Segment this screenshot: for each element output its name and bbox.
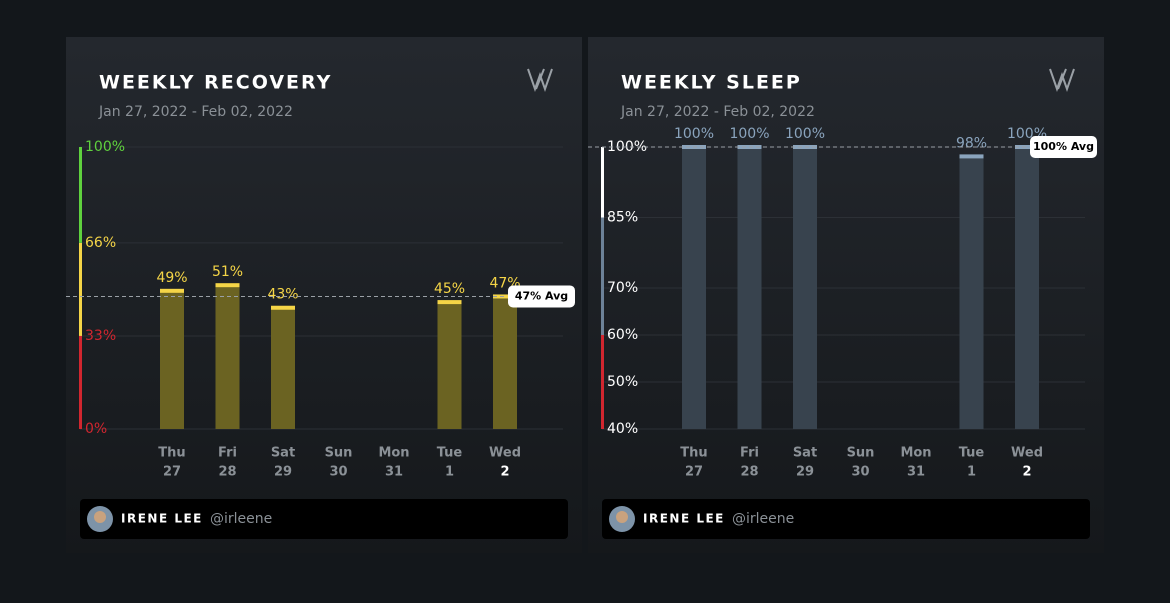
x-tick-date: 1 [967,465,976,480]
x-tick-label: Fri [218,446,237,461]
value-label: 49% [156,270,187,286]
x-tick-date: 31 [907,465,925,480]
value-label: 100% [729,126,769,142]
user-bar [602,499,1090,539]
axis-band [79,242,82,336]
x-tick-date: 30 [329,465,347,480]
x-tick-date: 29 [796,465,814,480]
logo [527,68,553,92]
x-tick-date: 1 [445,465,454,480]
avatar-face [94,511,106,523]
card-subtitle: Jan 27, 2022 - Feb 02, 2022 [620,104,815,120]
avg-box [508,285,575,308]
value-label: 45% [434,281,465,297]
user-handle: @irleene [732,511,794,527]
avatar-face [616,511,628,523]
bar [493,296,517,429]
axis-band [601,147,604,218]
x-tick-date: 30 [851,465,869,480]
axis-band [79,147,82,243]
x-tick-date: 2 [500,465,509,480]
x-tick-label: Wed [489,446,521,461]
x-tick-label: Sun [325,446,353,461]
bar-cap [493,294,517,299]
x-tick-label: Fri [740,446,759,461]
bar [437,302,462,429]
axis-band [601,335,604,429]
bar-cap [271,305,295,310]
bar [215,285,240,429]
bar [959,156,984,429]
user-bar [80,499,568,539]
axis-band [79,335,82,429]
y-tick-label: 85% [607,210,638,226]
x-tick-label: Mon [378,446,409,461]
y-tick-label: 70% [607,280,638,296]
value-label: 100% [674,126,714,142]
value-label: 51% [212,264,243,280]
bar [1015,147,1039,429]
y-tick-label: 50% [607,374,638,390]
user-name: IRENE LEE [643,512,725,526]
y-tick-label: 40% [607,421,638,437]
axis-band [601,217,604,335]
bar-cap [959,154,984,159]
x-tick-label: Tue [437,446,463,461]
x-tick-date: 27 [163,465,181,480]
bar [160,290,184,429]
bar [793,147,817,429]
y-tick-label: 100% [85,139,125,155]
logo [1049,68,1075,92]
x-tick-date: 29 [274,465,292,480]
bar [271,307,295,429]
y-tick-label: 0% [85,421,107,437]
x-tick-label: Thu [158,446,185,461]
x-tick-date: 28 [740,465,758,480]
bar-cap [1015,145,1039,149]
x-tick-date: 27 [685,465,703,480]
y-tick-label: 100% [607,139,647,155]
avg-label: 100% Avg [1033,140,1094,153]
card: WEEKLY SLEEP Jan 27, 2022 - Feb 02, 2022 4… [588,37,1104,553]
value-label: 100% [785,126,825,142]
bar-cap [437,300,462,305]
user-name: IRENE LEE [121,512,203,526]
x-tick-date: 2 [1022,465,1031,480]
x-tick-label: Wed [1011,446,1043,461]
x-tick-date: 31 [385,465,403,480]
y-tick-label: 33% [85,328,116,344]
card-title: WEEKLY SLEEP [621,72,802,94]
card-subtitle: Jan 27, 2022 - Feb 02, 2022 [98,104,293,120]
y-tick-label: 60% [607,327,638,343]
x-tick-label: Mon [900,446,931,461]
bar-cap [160,288,184,293]
card: WEEKLY RECOVERY Jan 27, 2022 - Feb 02, 20… [66,37,582,553]
user-handle: @irleene [210,511,272,527]
x-tick-label: Tue [959,446,985,461]
bar [737,147,762,429]
value-label: 98% [956,135,987,151]
avg-box [1030,136,1097,158]
bar-cap [215,283,240,288]
avg-label: 47% Avg [515,289,568,302]
x-tick-label: Sun [847,446,875,461]
y-tick-label: 66% [85,235,116,251]
value-label: 43% [267,287,298,303]
x-tick-label: Sat [793,446,817,461]
x-tick-label: Sat [271,446,295,461]
x-tick-label: Thu [680,446,707,461]
card-title: WEEKLY RECOVERY [99,72,332,94]
x-tick-date: 28 [218,465,236,480]
bar [682,147,706,429]
